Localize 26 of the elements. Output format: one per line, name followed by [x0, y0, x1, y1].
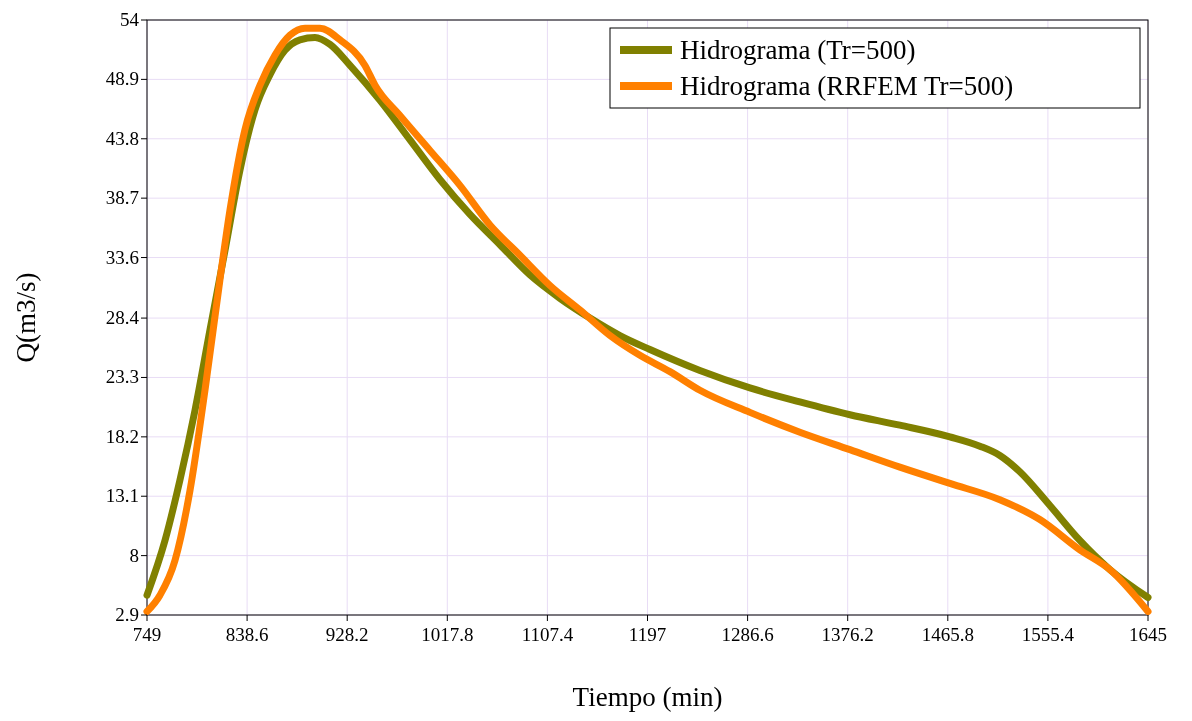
- y-tick-label: 2.9: [115, 604, 139, 625]
- y-tick-label: 8: [129, 544, 139, 566]
- x-tick-label: 1465.8: [921, 624, 974, 645]
- legend-label: Hidrograma (Tr=500): [680, 35, 916, 65]
- y-axis-title: Q(m3/s): [11, 272, 41, 363]
- x-tick-label: 1017.8: [421, 624, 474, 645]
- x-tick-label: 838.6: [225, 624, 269, 645]
- x-tick-label: 1376.2: [821, 624, 874, 645]
- legend-label: Hidrograma (RRFEM Tr=500): [680, 71, 1014, 101]
- y-tick-label: 43.8: [105, 127, 139, 149]
- x-tick-label: 1555.4: [1021, 624, 1075, 645]
- y-tick-label: 48.9: [105, 68, 139, 90]
- y-tick-label: 18.2: [105, 425, 139, 447]
- y-tick-label: 23.3: [105, 366, 139, 388]
- x-tick-label: 928.2: [325, 624, 369, 645]
- x-tick-label: 749: [132, 624, 162, 645]
- y-tick-label: 38.7: [105, 187, 139, 209]
- x-tick-label: 1645: [1129, 624, 1167, 645]
- y-tick-label: 54: [120, 9, 140, 30]
- y-tick-label: 28.4: [105, 307, 140, 329]
- y-tick-label: 13.1: [105, 485, 139, 507]
- x-tick-label: 1107.4: [521, 624, 574, 645]
- x-tick-label: 1197: [628, 624, 667, 645]
- y-tick-label: 33.6: [105, 246, 139, 268]
- x-tick-label: 1286.6: [721, 624, 774, 645]
- x-axis-title: Tiempo (min): [572, 682, 723, 712]
